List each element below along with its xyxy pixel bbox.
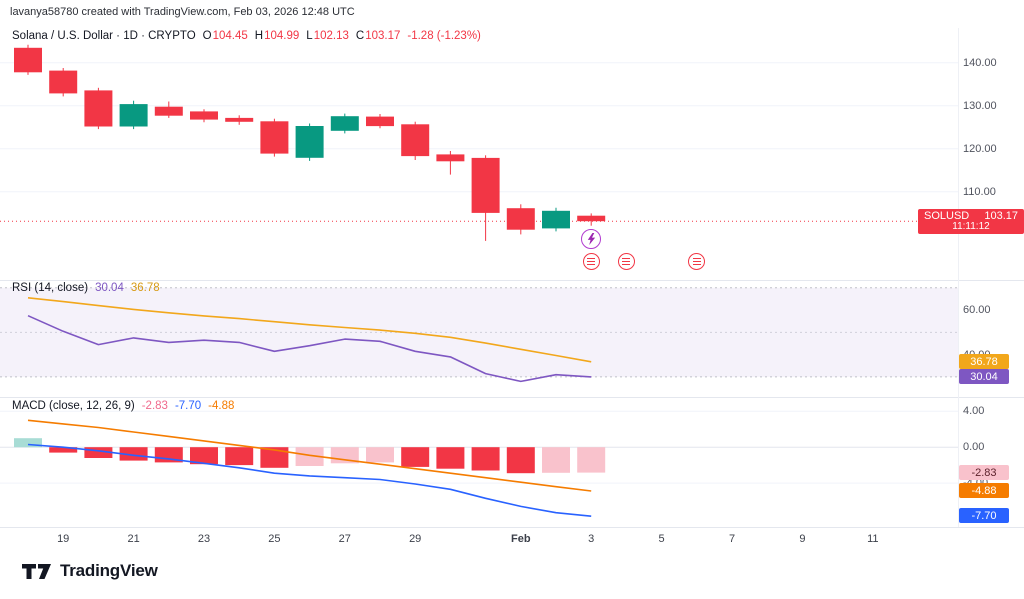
time-axis-label: 21 <box>127 533 140 545</box>
high-label: H <box>254 30 264 42</box>
time-axis-label: 11 <box>867 533 879 545</box>
macd-signal-value: -4.88 <box>208 400 235 412</box>
change-value: -1.28 (-1.23%) <box>407 30 481 42</box>
axis-value-badge: -4.88 <box>959 482 1009 498</box>
tradingview-logo-icon <box>22 563 51 579</box>
rsi-title: RSI (14, close) <box>12 282 89 294</box>
rsi-value: 30.04 <box>95 282 124 294</box>
symbol-legend[interactable]: Solana / U.S. Dollar · 1D · CRYPTO O 104.… <box>12 30 481 42</box>
price-scale-divider <box>958 28 959 527</box>
open-label: O <box>202 30 212 42</box>
time-axis-label: Feb <box>511 533 531 545</box>
axis-value-badge: -7.70 <box>959 508 1009 524</box>
axis-tick-label: 0.00 <box>963 441 985 454</box>
close-label: C <box>355 30 365 42</box>
macd-indicator-canvas[interactable] <box>0 397 958 527</box>
high-value: 104.99 <box>264 30 300 42</box>
time-axis-label: 29 <box>409 533 422 545</box>
time-axis-label: 3 <box>588 533 595 545</box>
bar-countdown: 11:11:12 <box>952 221 990 233</box>
axis-tick-label: 60.00 <box>963 304 991 317</box>
time-axis-label: 25 <box>268 533 281 545</box>
macd-line-value: -7.70 <box>174 400 202 412</box>
axis-tick-label: 130.00 <box>963 99 997 112</box>
open-value: 104.45 <box>212 30 248 42</box>
macd-hist-value: -2.83 <box>141 400 168 412</box>
axis-tick-label: 140.00 <box>963 56 997 69</box>
price-scale[interactable]: 140.00130.00120.00110.0060.0040.0036.783… <box>958 0 1024 552</box>
panel-separator[interactable] <box>0 397 1024 398</box>
close-value: 103.17 <box>365 30 401 42</box>
axis-value-badge: 36.78 <box>959 353 1009 369</box>
rsi-legend[interactable]: RSI (14, close) 30.04 36.78 <box>12 282 160 294</box>
low-value: 102.13 <box>313 30 349 42</box>
axis-value-badge: -2.83 <box>959 464 1009 480</box>
attribution-text: lavanya58780 created with TradingView.co… <box>10 6 355 18</box>
tradingview-logo: TradingView <box>22 561 158 581</box>
tradingview-logo-text: TradingView <box>60 561 158 580</box>
time-axis-label: 27 <box>338 533 351 545</box>
low-label: L <box>306 30 313 42</box>
axis-tick-label: 4.00 <box>963 405 985 418</box>
time-axis-label: 7 <box>728 533 736 545</box>
last-price-badge: SOLUSD 103.17 11:11:12 <box>918 209 1024 235</box>
time-axis-label: 5 <box>658 533 665 545</box>
macd-title: MACD (close, 12, 26, 9) <box>12 400 135 412</box>
time-axis-label: 19 <box>57 533 70 545</box>
axis-tick-label: 110.00 <box>963 185 996 198</box>
time-axis[interactable]: 19 21 23 25 27 29 Feb 3 5 7 9 11 <box>0 527 958 552</box>
macd-legend[interactable]: MACD (close, 12, 26, 9) -2.83 -7.70 -4.8… <box>12 400 234 412</box>
axis-value-badge: 30.04 <box>959 368 1009 384</box>
time-axis-label: 9 <box>799 533 806 545</box>
panel-separator[interactable] <box>0 280 1024 281</box>
time-axis-label: 23 <box>197 533 211 545</box>
last-price-value: 103.17 <box>984 210 1018 223</box>
panel-separator <box>0 527 1024 528</box>
axis-tick-label: 120.00 <box>963 142 997 155</box>
rsi-ma-value: 36.78 <box>130 282 160 294</box>
last-price-symbol: SOLUSD <box>924 210 970 223</box>
rsi-indicator-canvas[interactable] <box>0 280 958 397</box>
symbol-title: Solana / U.S. Dollar · 1D · CRYPTO <box>12 30 196 42</box>
price-chart-canvas[interactable] <box>0 28 958 280</box>
